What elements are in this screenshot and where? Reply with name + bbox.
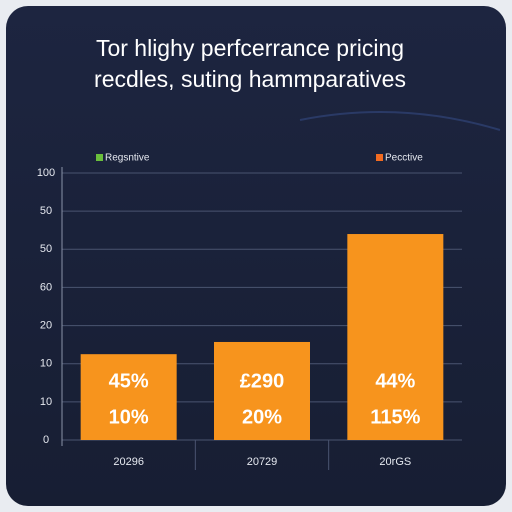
legend-swatch: [376, 154, 383, 161]
y-tick-label: 60: [40, 281, 52, 293]
bar-annotation: 20%: [242, 406, 282, 428]
legend-label: Pecctive: [385, 153, 423, 164]
bar: [80, 354, 177, 440]
y-tick-label: 50: [40, 243, 52, 255]
bar: [214, 341, 310, 440]
legend-swatch: [96, 154, 103, 161]
x-tick-label: 20729: [247, 456, 278, 468]
chart-title: Tor hlighy perfcerrance pricing: [96, 35, 404, 61]
x-tick-label: 20296: [113, 456, 144, 468]
chart-subtitle: recdles, suting hammparatives: [94, 66, 406, 92]
y-tick-label: 10: [40, 396, 52, 408]
y-tick-label: 20: [40, 319, 52, 331]
y-tick-label: 100: [37, 167, 55, 179]
legend-label: Regsntive: [105, 153, 150, 164]
bar-annotation: 44%: [375, 370, 415, 392]
bar-annotation: 115%: [370, 406, 420, 428]
y-tick-label: 50: [40, 205, 52, 217]
y-tick-label: 10: [40, 358, 52, 370]
bar-annotation: £290: [240, 370, 285, 392]
bar-annotation: 45%: [109, 370, 149, 392]
decor-swoosh: [299, 111, 501, 131]
x-tick-label: 20rGS: [379, 456, 411, 468]
bar-annotation: 10%: [109, 406, 149, 428]
y-tick-label: 0: [43, 434, 49, 446]
bar: [347, 234, 444, 440]
